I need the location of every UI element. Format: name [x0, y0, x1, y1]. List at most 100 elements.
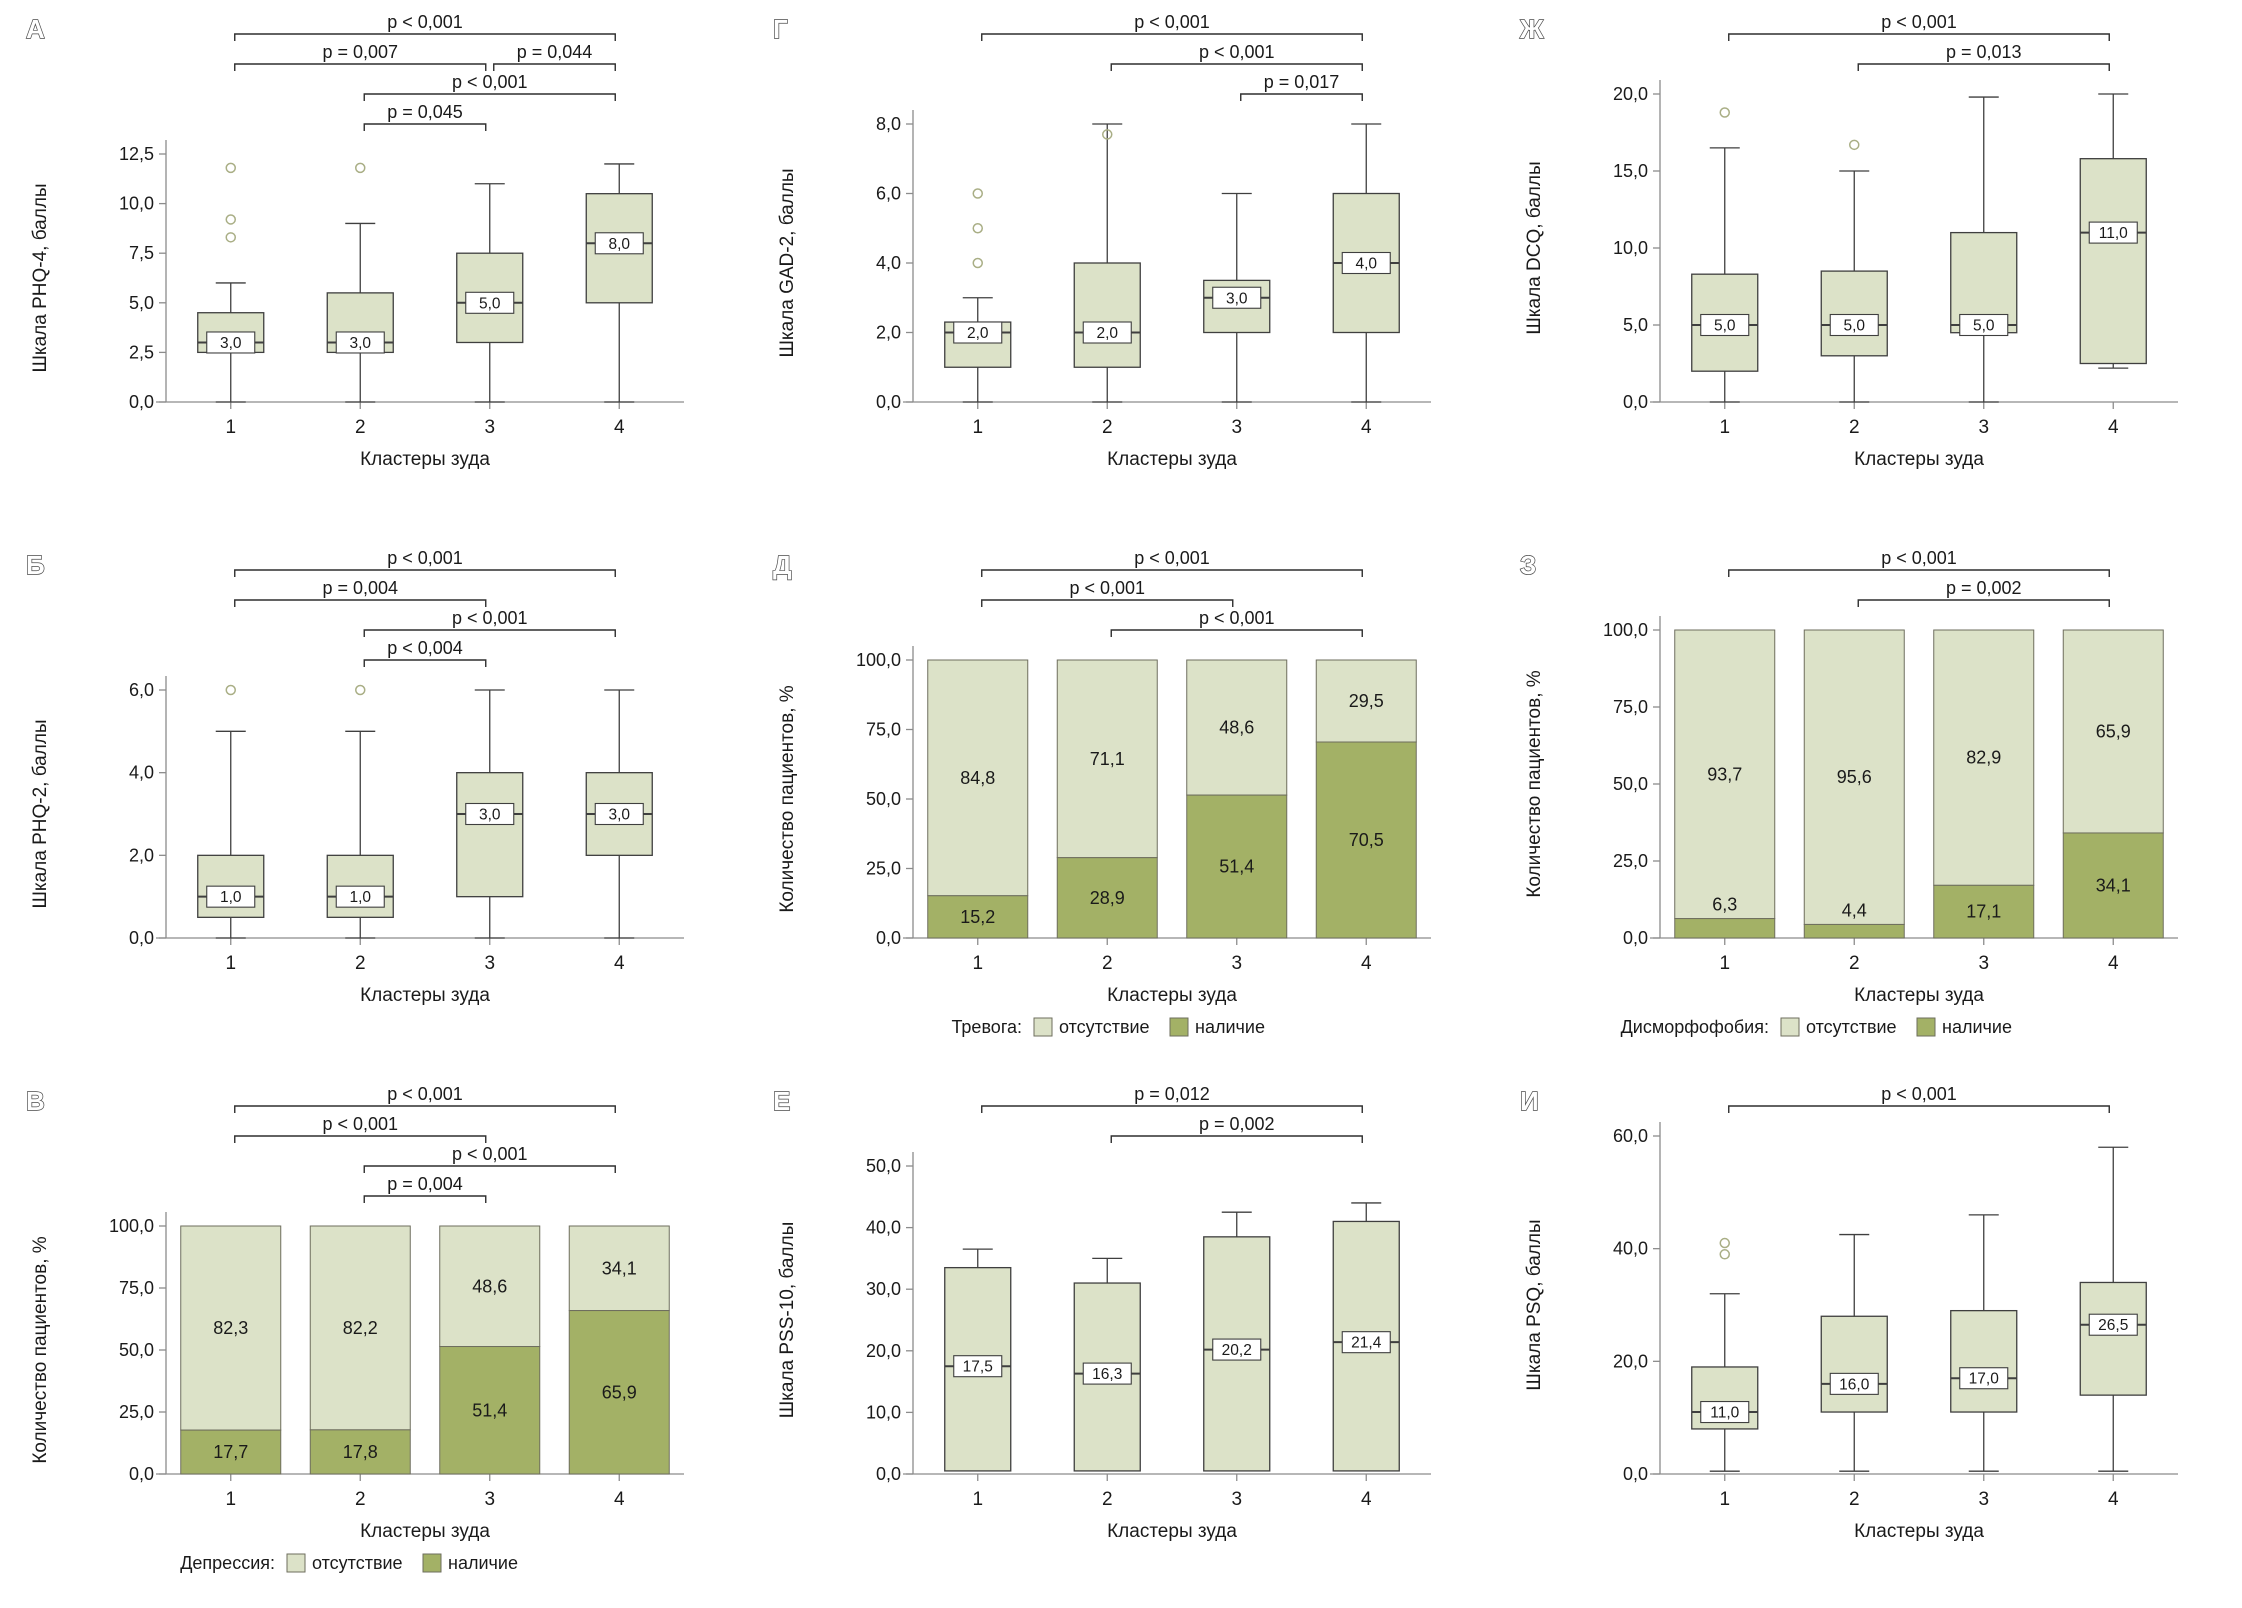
svg-text:0,0: 0,0	[876, 928, 901, 948]
p-value-label: p = 0,004	[387, 1174, 463, 1194]
svg-text:100,0: 100,0	[1603, 620, 1648, 640]
svg-text:50,0: 50,0	[866, 1156, 901, 1176]
legend-swatch	[1033, 1017, 1053, 1037]
svg-text:75,0: 75,0	[1613, 697, 1648, 717]
median-label-box	[1212, 1338, 1262, 1361]
legend-title: Тревога:	[951, 1017, 1022, 1037]
boxplots: 5,0 5,0 5,0 11,0	[1691, 93, 2147, 403]
y-axis-label: Шкала DCQ, баллы	[1524, 161, 1545, 334]
significance-brackets: p < 0,001 p = 0,002	[1728, 548, 2110, 607]
panel-letter: Б	[25, 549, 45, 580]
panel-g-gad2: Г 0,0 2,0 4,0 6,0 8,0 1 2 3 4 Кластеры зуда Шкала G…	[747, 0, 1494, 536]
median-label-box	[335, 885, 385, 908]
bar-cluster-4: 34,1 65,9	[568, 1225, 670, 1475]
svg-text:3: 3	[1978, 953, 1989, 974]
svg-text:15,0: 15,0	[1613, 161, 1648, 181]
p-value-label: p = 0,002	[1946, 578, 2022, 598]
p-value-label: p < 0,001	[1199, 42, 1275, 62]
axes: 0,0 25,0 50,0 75,0 100,0 1 2 3 4 Кластеры зуда Кол…	[777, 646, 1431, 1006]
svg-text:25,0: 25,0	[1613, 851, 1648, 871]
chart-phq2-boxplot: Б 0,0 2,0 4,0 6,0 1 2 3 4 Кластеры зуда Шкала PHQ-…	[25, 548, 684, 1006]
svg-text:1: 1	[972, 1489, 983, 1510]
outlier-point	[355, 684, 366, 696]
p-value-label: p < 0,001	[1881, 1084, 1957, 1104]
svg-text:50,0: 50,0	[866, 789, 901, 809]
box-cluster-2: 2,0	[1073, 123, 1141, 403]
svg-text:10,0: 10,0	[119, 194, 154, 214]
svg-text:15,2: 15,2	[960, 907, 995, 927]
svg-text:6,0: 6,0	[876, 184, 901, 204]
outlier-point	[972, 257, 983, 269]
panel-letter: Е	[772, 1085, 791, 1116]
x-axis-label: Кластеры зуда	[1107, 449, 1237, 470]
median-label-box	[2088, 1313, 2138, 1336]
svg-text:1: 1	[1719, 953, 1730, 974]
segment-absent	[1056, 659, 1158, 859]
panel-i-psq: И 0,0 20,0 40,0 60,0 1 2 3 4 Кластеры зуда Шкала P…	[1494, 1072, 2242, 1608]
svg-text:48,6: 48,6	[472, 1276, 507, 1296]
svg-text:2: 2	[1849, 1489, 1860, 1510]
median-label-box	[1829, 313, 1879, 337]
segment-present	[2062, 832, 2164, 939]
svg-text:3: 3	[484, 417, 495, 438]
svg-text:1: 1	[972, 417, 983, 438]
svg-text:8,0: 8,0	[608, 236, 630, 253]
chart-depression-stacked-bar: В 0,0 25,0 50,0 75,0 100,0 1 2 3 4 Кластеры зуда Ко…	[25, 1084, 684, 1573]
legend-item-label: наличие	[448, 1553, 518, 1573]
svg-text:4,4: 4,4	[1842, 900, 1867, 920]
svg-text:34,1: 34,1	[2096, 875, 2131, 895]
median-label-box	[1341, 1331, 1391, 1354]
median-label-box	[206, 331, 256, 354]
box-cluster-2: 1,0	[326, 684, 394, 939]
svg-text:0,0: 0,0	[876, 1464, 901, 1484]
svg-text:6,0: 6,0	[129, 680, 154, 700]
bar-cluster-3: 48,6 51,4	[1186, 659, 1288, 939]
median-label-box	[594, 232, 644, 255]
svg-text:5,0: 5,0	[1973, 318, 1995, 335]
svg-text:1,0: 1,0	[220, 889, 242, 906]
bar-cluster-2: 71,1 28,9	[1056, 659, 1158, 939]
svg-text:Ж: Ж	[1519, 14, 1544, 44]
svg-text:25,0: 25,0	[866, 859, 901, 879]
median-label-box	[1082, 1362, 1132, 1385]
svg-text:3: 3	[1231, 953, 1242, 974]
box-cluster-4: 8,0	[585, 163, 653, 403]
panel-z-dysmorphophobia: З 0,0 25,0 50,0 75,0 100,0 1 2 3 4 Кластеры зуда Ко…	[1494, 536, 2242, 1072]
svg-text:4: 4	[1361, 417, 1372, 438]
legend: Тревога: отсутствие наличие	[951, 1017, 1265, 1037]
p-value-label: p < 0,001	[1199, 608, 1275, 628]
svg-text:50,0: 50,0	[119, 1340, 154, 1360]
box-cluster-1: 3,0	[197, 162, 265, 403]
svg-text:29,5: 29,5	[1349, 691, 1384, 711]
svg-text:5,0: 5,0	[129, 293, 154, 313]
outlier-point	[1719, 1237, 1730, 1249]
box-cluster-3: 3,0	[456, 689, 524, 939]
x-axis-label: Кластеры зуда	[360, 449, 490, 470]
svg-text:3,0: 3,0	[479, 807, 501, 824]
median-label-box	[1959, 1367, 2009, 1390]
median-label-box	[465, 802, 515, 826]
svg-text:0,0: 0,0	[1623, 928, 1648, 948]
median-label-box	[206, 885, 256, 908]
median-label-box	[1700, 313, 1750, 337]
svg-text:100,0: 100,0	[109, 1216, 154, 1236]
svg-text:65,9: 65,9	[2096, 721, 2131, 741]
chart-dysmorphophobia-stacked-bar: З 0,0 25,0 50,0 75,0 100,0 1 2 3 4 Кластеры зуда Ко…	[1519, 548, 2178, 1037]
legend-item-label: наличие	[1942, 1017, 2012, 1037]
boxplots: 2,0 2,0 3,0 4,0	[944, 123, 1400, 403]
median-label-box	[1082, 321, 1132, 344]
median-label-box	[1959, 313, 2009, 337]
outlier-point	[225, 684, 236, 696]
svg-text:2: 2	[1102, 417, 1113, 438]
svg-text:3: 3	[1231, 1489, 1242, 1510]
y-axis-label: Шкала PHQ-2, баллы	[30, 719, 51, 908]
svg-text:12,5: 12,5	[119, 144, 154, 164]
y-axis-label: Шкала PSQ, баллы	[1524, 1219, 1545, 1390]
svg-text:8,0: 8,0	[876, 114, 901, 134]
svg-text:100,0: 100,0	[856, 650, 901, 670]
p-value-label: p < 0,001	[452, 1144, 528, 1164]
median-label-box	[1212, 286, 1262, 309]
svg-text:1: 1	[1719, 1489, 1730, 1510]
svg-text:17,8: 17,8	[343, 1442, 378, 1462]
